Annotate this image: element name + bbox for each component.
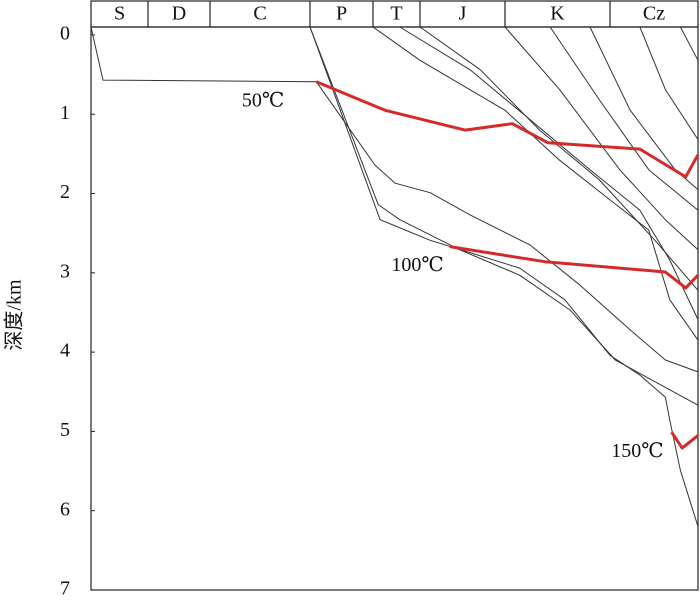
burial-curve: [419, 26, 699, 291]
y-tick-label: 5: [60, 419, 70, 441]
y-tick-label: 2: [60, 181, 70, 203]
burial-curve: [549, 26, 699, 211]
y-tick-label: 7: [60, 578, 70, 600]
isotherm-label: 100℃: [391, 254, 443, 276]
isotherm-line: [670, 431, 699, 450]
burial-curve: [372, 26, 699, 341]
y-axis-label: 深度/km: [3, 279, 26, 351]
isotherm-label: 150℃: [611, 440, 663, 462]
burial-curve: [679, 26, 699, 61]
y-tick-label: 0: [60, 23, 70, 45]
burial-curve: [639, 26, 699, 140]
period-label: J: [459, 3, 467, 25]
isotherm-label: 50℃: [242, 89, 284, 111]
period-label: S: [114, 3, 125, 25]
burial-curve: [399, 26, 699, 320]
y-tick-label: 1: [60, 102, 70, 124]
y-tick-label: 3: [60, 260, 70, 282]
period-label: T: [390, 3, 402, 25]
period-label: Cz: [643, 3, 665, 25]
y-tick-label: 4: [60, 340, 70, 362]
y-tick-label: 6: [60, 498, 70, 520]
period-label: D: [172, 3, 186, 25]
period-label: K: [550, 3, 565, 25]
period-label: P: [336, 3, 347, 25]
burial-curve: [589, 26, 699, 190]
burial-curve: [90, 26, 699, 373]
isotherm-line: [315, 80, 700, 179]
period-label: C: [253, 3, 266, 25]
burial-curve: [504, 26, 699, 251]
isotherm-line: [449, 245, 700, 290]
burial-curve: [309, 26, 699, 406]
period-header: [90, 0, 699, 28]
